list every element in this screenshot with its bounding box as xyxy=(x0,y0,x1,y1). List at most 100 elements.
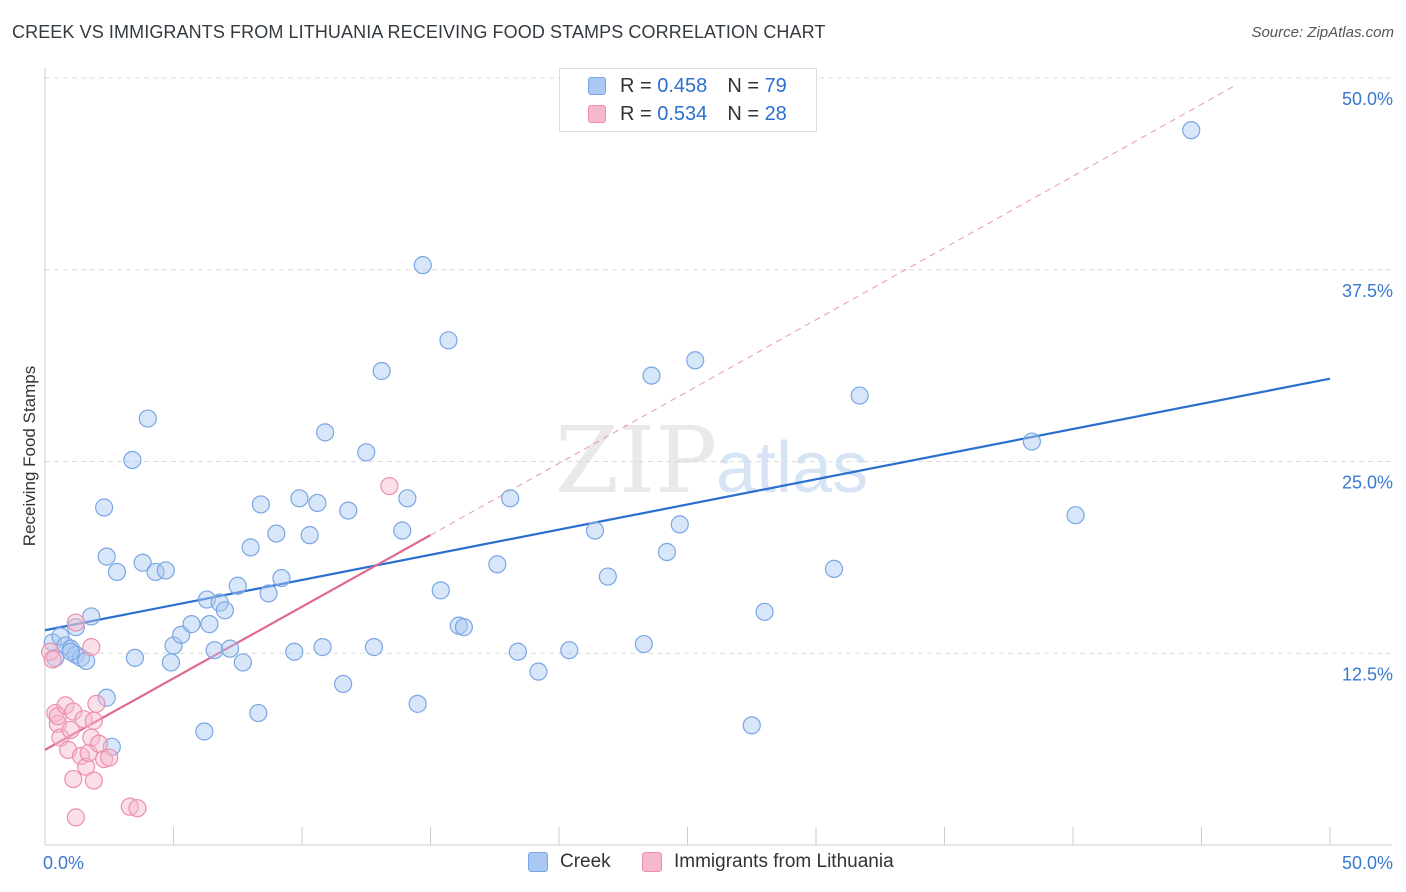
creek-point xyxy=(249,703,268,723)
creek-point xyxy=(267,524,286,543)
n-value: 28 xyxy=(764,102,787,125)
creek-point xyxy=(686,351,705,370)
chart-title: CREEK VS IMMIGRANTS FROM LITHUANIA RECEI… xyxy=(12,22,826,42)
lithuania-point xyxy=(82,638,101,657)
lithuania-point xyxy=(87,694,106,713)
creek-point xyxy=(272,568,291,588)
creek-point xyxy=(398,489,417,508)
creek-point xyxy=(285,642,304,661)
creek-point xyxy=(241,538,260,557)
creek-point xyxy=(300,526,319,545)
creek-point xyxy=(657,542,677,562)
source-label: Source: ZipAtlas.com xyxy=(1251,24,1394,41)
lithuania-legend-swatch xyxy=(642,852,662,872)
creek-point xyxy=(195,722,214,741)
creek-point xyxy=(339,501,358,520)
creek-point xyxy=(529,662,548,681)
lithuania-point xyxy=(120,797,139,816)
creek-point xyxy=(372,361,391,381)
legend-item-lithuania[interactable]: Immigrants from Lithuania xyxy=(642,851,894,873)
creek-point xyxy=(66,618,85,637)
legend-label: Creek xyxy=(560,851,611,872)
creek-point xyxy=(228,576,247,595)
creek-point xyxy=(413,256,432,275)
lithuania-point xyxy=(128,799,147,818)
creek-point xyxy=(364,638,384,657)
n-label: N = xyxy=(727,102,759,125)
lithuania-point xyxy=(43,650,62,669)
trend-lines xyxy=(44,85,1331,751)
x-tick-label: 0.0% xyxy=(43,853,84,873)
creek-trend-line xyxy=(44,377,1331,632)
grid-lines xyxy=(45,77,1392,654)
legend-label: Immigrants from Lithuania xyxy=(674,851,894,872)
creek-point xyxy=(156,561,175,580)
lithuania-point xyxy=(64,702,83,721)
r-label: R = xyxy=(620,74,652,97)
creek-point xyxy=(97,547,116,566)
creek-point xyxy=(334,674,353,694)
creek-point xyxy=(125,648,145,667)
creek-point xyxy=(233,653,252,672)
creek-point xyxy=(1066,506,1085,525)
lithuania-point xyxy=(66,808,85,827)
creek-point xyxy=(182,615,201,634)
creek-point xyxy=(259,584,278,603)
lithuania-trend-line xyxy=(44,534,432,751)
creek-point xyxy=(82,607,101,626)
creek-point xyxy=(107,562,127,582)
creek-point xyxy=(97,688,116,707)
creek-point xyxy=(95,498,114,517)
n-value: 79 xyxy=(764,74,787,97)
creek-point xyxy=(290,489,309,508)
creek-point xyxy=(205,641,224,660)
y-tick-label: 37.5% xyxy=(1342,281,1393,301)
creek-point xyxy=(77,651,96,671)
watermark-zip: ZIP xyxy=(555,407,717,514)
n-label: N = xyxy=(727,74,759,97)
creek-point xyxy=(313,638,332,657)
creek-point xyxy=(316,423,335,442)
creek-point xyxy=(357,443,376,462)
creek-point xyxy=(850,386,869,405)
x-tick-label: 50.0% xyxy=(1342,853,1393,873)
creek-point xyxy=(439,331,458,350)
lithuania-point xyxy=(66,613,85,632)
legend-item-creek[interactable]: Creek xyxy=(528,851,611,873)
creek-point xyxy=(508,642,527,661)
lithuania-point xyxy=(64,769,83,789)
axes xyxy=(44,68,1392,846)
lithuania-point xyxy=(79,743,98,763)
lithuania-point xyxy=(46,703,65,723)
creek-point xyxy=(66,645,85,664)
creek-point xyxy=(133,553,152,572)
creek-point xyxy=(251,495,270,514)
creek-point xyxy=(598,567,617,586)
creek-point xyxy=(215,601,234,620)
creek-point xyxy=(670,515,689,534)
tick-labels: 12.5% 25.0% 37.5% 50.0% 0.0% 50.0% xyxy=(43,89,1393,873)
lithuania-point xyxy=(84,711,103,730)
stats-legend-row-lithuania: R = 0.534 N = 28 xyxy=(588,101,787,127)
lithuania-point xyxy=(77,757,96,776)
creek-point xyxy=(308,493,327,513)
creek-point xyxy=(560,641,579,660)
creek-point xyxy=(585,521,605,540)
r-value: 0.458 xyxy=(657,74,708,97)
creek-point xyxy=(634,634,653,654)
lithuania-point xyxy=(61,720,80,740)
creek-point xyxy=(488,555,507,574)
lithuania-point xyxy=(380,476,399,496)
lithuania-point xyxy=(84,771,103,790)
data-points xyxy=(41,121,1201,827)
creek-swatch xyxy=(588,77,606,95)
r-label: R = xyxy=(620,102,652,125)
creek-point xyxy=(61,642,80,661)
creek-point xyxy=(454,618,474,637)
creek-point xyxy=(1182,121,1201,140)
creek-point xyxy=(642,366,661,385)
creek-point xyxy=(220,639,240,658)
watermark-atlas: atlas xyxy=(716,428,868,508)
